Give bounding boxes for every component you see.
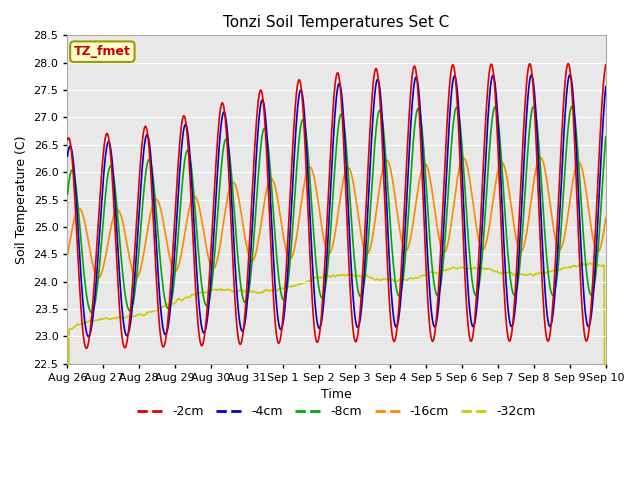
Y-axis label: Soil Temperature (C): Soil Temperature (C) <box>15 135 28 264</box>
X-axis label: Time: Time <box>321 388 352 401</box>
Text: TZ_fmet: TZ_fmet <box>74 45 131 58</box>
Title: Tonzi Soil Temperatures Set C: Tonzi Soil Temperatures Set C <box>223 15 450 30</box>
Legend: -2cm, -4cm, -8cm, -16cm, -32cm: -2cm, -4cm, -8cm, -16cm, -32cm <box>132 400 541 423</box>
